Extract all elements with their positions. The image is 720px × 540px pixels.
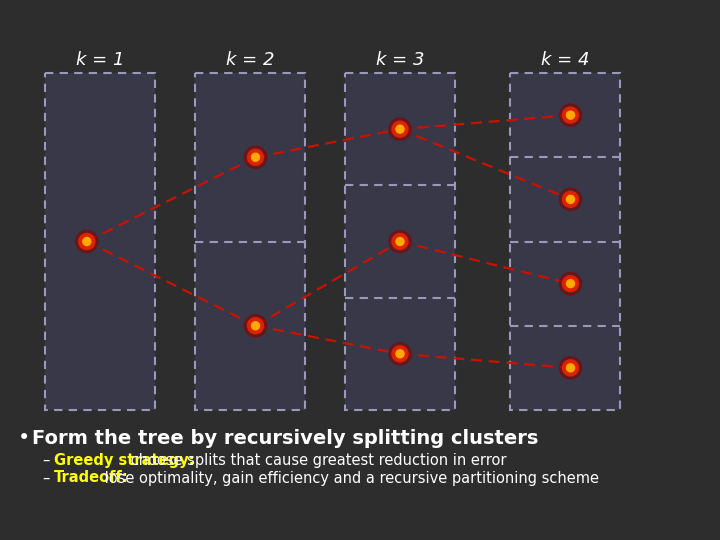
Circle shape: [567, 280, 575, 288]
Circle shape: [396, 238, 404, 246]
Text: lose optimality, gain efficiency and a recursive partitioning scheme: lose optimality, gain efficiency and a r…: [100, 470, 599, 485]
Text: choose splits that cause greatest reduction in error: choose splits that cause greatest reduct…: [126, 453, 506, 468]
Circle shape: [76, 230, 98, 253]
Text: Form the tree by recursively splitting clusters: Form the tree by recursively splitting c…: [32, 429, 539, 448]
Circle shape: [248, 318, 264, 334]
Circle shape: [389, 118, 411, 140]
FancyBboxPatch shape: [45, 73, 155, 410]
FancyBboxPatch shape: [195, 73, 305, 410]
Circle shape: [562, 191, 578, 207]
Circle shape: [248, 149, 264, 165]
Circle shape: [392, 346, 408, 362]
Text: Greedy strategy:: Greedy strategy:: [54, 453, 194, 468]
Text: Tradeoff:: Tradeoff:: [54, 470, 129, 485]
Circle shape: [251, 153, 259, 161]
Circle shape: [83, 238, 91, 246]
Text: k = 2: k = 2: [226, 51, 274, 69]
Text: –: –: [42, 453, 50, 468]
Circle shape: [244, 146, 266, 168]
Circle shape: [562, 360, 578, 376]
Circle shape: [559, 357, 582, 379]
Circle shape: [396, 125, 404, 133]
Circle shape: [567, 195, 575, 204]
Circle shape: [562, 107, 578, 123]
Circle shape: [396, 350, 404, 358]
Text: k = 4: k = 4: [541, 51, 589, 69]
Circle shape: [392, 121, 408, 137]
Text: k = 3: k = 3: [376, 51, 424, 69]
FancyBboxPatch shape: [510, 73, 620, 410]
Circle shape: [389, 343, 411, 365]
Circle shape: [559, 188, 582, 211]
Circle shape: [567, 364, 575, 372]
Circle shape: [567, 111, 575, 119]
Circle shape: [559, 104, 582, 126]
Circle shape: [559, 272, 582, 295]
Circle shape: [389, 230, 411, 253]
Circle shape: [244, 314, 266, 337]
Circle shape: [392, 233, 408, 249]
FancyBboxPatch shape: [345, 73, 455, 410]
Text: k = 1: k = 1: [76, 51, 125, 69]
Circle shape: [562, 275, 578, 292]
Text: •: •: [18, 428, 30, 448]
Circle shape: [78, 233, 95, 249]
Circle shape: [251, 322, 259, 330]
Text: –: –: [42, 470, 50, 485]
